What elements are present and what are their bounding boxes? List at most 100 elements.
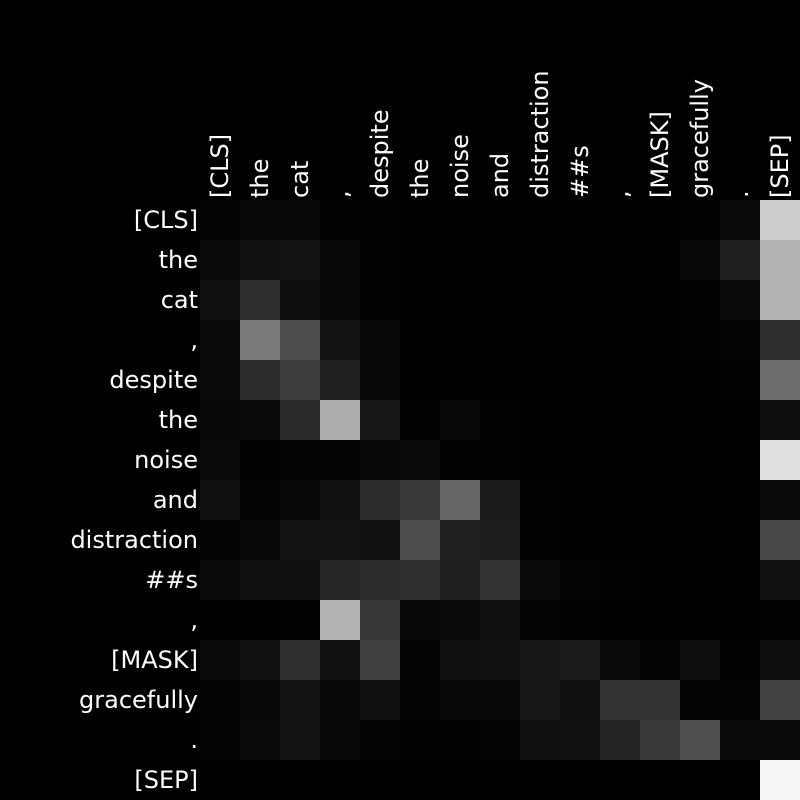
- heatmap-cell: [760, 680, 800, 720]
- heatmap-cell: [240, 680, 280, 720]
- heatmap-cell: [280, 400, 320, 440]
- heatmap-cell: [480, 360, 520, 400]
- heatmap-cell: [240, 720, 280, 760]
- heatmap-cell: [680, 520, 720, 560]
- heatmap-cell: [560, 400, 600, 440]
- heatmap-cell: [200, 760, 240, 800]
- heatmap-cell: [520, 400, 560, 440]
- x-tick-label: .: [726, 190, 754, 198]
- heatmap-cell: [520, 280, 560, 320]
- heatmap-cell: [520, 760, 560, 800]
- x-tick-label: gracefully: [686, 79, 714, 198]
- heatmap-cell: [240, 600, 280, 640]
- heatmap-cell: [360, 440, 400, 480]
- heatmap-cell: [680, 480, 720, 520]
- heatmap-cell: [200, 200, 240, 240]
- y-tick-label: and: [153, 486, 198, 514]
- heatmap-cell: [600, 560, 640, 600]
- heatmap-cells: [200, 200, 800, 800]
- heatmap-cell: [720, 240, 760, 280]
- heatmap-cell: [360, 760, 400, 800]
- heatmap-cell: [440, 320, 480, 360]
- heatmap-cell: [520, 520, 560, 560]
- heatmap-cell: [280, 200, 320, 240]
- heatmap-cell: [680, 760, 720, 800]
- heatmap-cell: [400, 400, 440, 440]
- heatmap-cell: [280, 680, 320, 720]
- heatmap-cell: [560, 600, 600, 640]
- heatmap-cell: [280, 320, 320, 360]
- heatmap-cell: [360, 560, 400, 600]
- heatmap-cell: [240, 560, 280, 600]
- heatmap-cell: [640, 480, 680, 520]
- heatmap-cell: [640, 200, 680, 240]
- heatmap-cell: [280, 480, 320, 520]
- heatmap-cell: [600, 200, 640, 240]
- heatmap-cell: [760, 240, 800, 280]
- heatmap-cell: [680, 320, 720, 360]
- heatmap-cell: [440, 720, 480, 760]
- heatmap-cell: [680, 640, 720, 680]
- heatmap-cell: [600, 360, 640, 400]
- heatmap-cell: [240, 240, 280, 280]
- heatmap-cell: [200, 440, 240, 480]
- heatmap-cell: [440, 440, 480, 480]
- heatmap-cell: [280, 560, 320, 600]
- heatmap-cell: [600, 640, 640, 680]
- heatmap-cell: [360, 240, 400, 280]
- y-tick-label: noise: [134, 446, 198, 474]
- heatmap-cell: [600, 680, 640, 720]
- heatmap-cell: [760, 200, 800, 240]
- heatmap-cell: [760, 640, 800, 680]
- heatmap-cell: [520, 240, 560, 280]
- x-tick-label: [CLS]: [206, 134, 234, 198]
- heatmap-cell: [760, 400, 800, 440]
- heatmap-cell: [200, 720, 240, 760]
- heatmap-cell: [560, 440, 600, 480]
- heatmap-cell: [600, 760, 640, 800]
- heatmap-cell: [440, 560, 480, 600]
- heatmap-cell: [280, 640, 320, 680]
- heatmap-cell: [720, 360, 760, 400]
- x-tick-label: [MASK]: [646, 111, 674, 198]
- heatmap-cell: [320, 560, 360, 600]
- x-tick-label: the: [406, 159, 434, 198]
- y-tick-label: the: [159, 246, 198, 274]
- heatmap-cell: [320, 280, 360, 320]
- heatmap-cell: [600, 240, 640, 280]
- heatmap-cell: [720, 200, 760, 240]
- heatmap-cell: [560, 360, 600, 400]
- heatmap-cell: [360, 360, 400, 400]
- y-tick-label: ,: [190, 326, 198, 354]
- heatmap-cell: [560, 240, 600, 280]
- y-tick-label: .: [190, 726, 198, 754]
- heatmap-cell: [200, 280, 240, 320]
- heatmap-cell: [520, 440, 560, 480]
- heatmap-cell: [240, 280, 280, 320]
- x-tick-label: the: [246, 159, 274, 198]
- heatmap-cell: [520, 200, 560, 240]
- heatmap-cell: [560, 520, 600, 560]
- heatmap-cell: [400, 360, 440, 400]
- heatmap-cell: [400, 760, 440, 800]
- heatmap-cell: [640, 560, 680, 600]
- heatmap-cell: [400, 600, 440, 640]
- y-tick-label: [CLS]: [134, 206, 198, 234]
- heatmap-cell: [240, 440, 280, 480]
- heatmap-cell: [440, 600, 480, 640]
- heatmap-cell: [200, 560, 240, 600]
- heatmap-cell: [760, 280, 800, 320]
- y-tick-label: [MASK]: [111, 646, 198, 674]
- heatmap-cell: [400, 720, 440, 760]
- heatmap-cell: [680, 280, 720, 320]
- heatmap-cell: [280, 360, 320, 400]
- heatmap-cell: [520, 320, 560, 360]
- heatmap-cell: [640, 320, 680, 360]
- heatmap-cell: [600, 480, 640, 520]
- heatmap-cell: [240, 320, 280, 360]
- heatmap-cell: [400, 680, 440, 720]
- heatmap-cell: [640, 720, 680, 760]
- heatmap-cell: [200, 640, 240, 680]
- heatmap-cell: [560, 680, 600, 720]
